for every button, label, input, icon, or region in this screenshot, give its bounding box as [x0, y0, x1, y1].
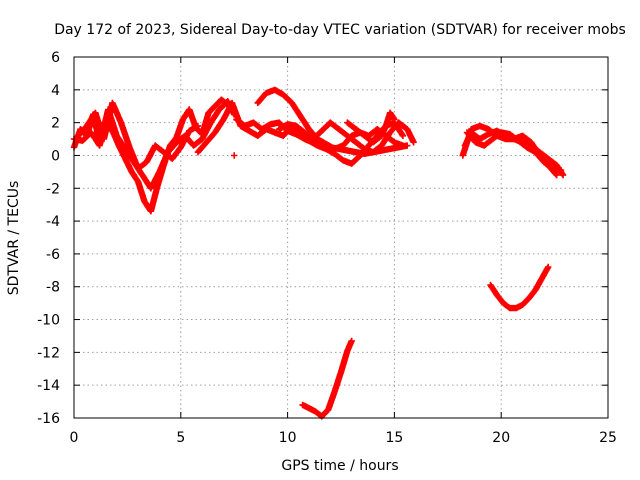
y-tick-label: -10 [37, 313, 60, 329]
x-tick-label: 5 [176, 430, 185, 446]
grid [74, 57, 608, 418]
x-tick-label: 20 [492, 430, 510, 446]
series-arc-g [275, 119, 417, 156]
series-arc-i [344, 109, 398, 146]
data-point-markers [275, 119, 417, 156]
y-axis-title: SDTVAR / TECUs [6, 181, 22, 296]
y-tick-label: -8 [46, 280, 60, 296]
data-point-markers [75, 99, 202, 172]
series-arc-l [463, 129, 565, 174]
plot-frame [73, 56, 609, 419]
y-tick-label: -4 [46, 214, 60, 230]
series-outlier [231, 152, 238, 159]
y-tick-label: -12 [37, 345, 60, 361]
x-tick-label: 10 [279, 430, 297, 446]
data-point-markers [344, 109, 398, 146]
axis-ticks: 0 5 10 15 20 25 -16 -14 -12 -10 -8 -6 -4 -2 0 2 4 6 [37, 50, 617, 446]
y-tick-label: 4 [51, 83, 60, 99]
data-points [70, 86, 567, 420]
series-arc-m [299, 337, 355, 420]
y-tick-label: 0 [51, 148, 60, 164]
series-arc-c [75, 99, 202, 172]
data-point-markers [299, 337, 355, 420]
chart-title: Day 172 of 2023, Sidereal Day-to-day VTE… [54, 22, 626, 38]
x-tick-label: 0 [70, 430, 79, 446]
data-point-markers [463, 129, 565, 174]
y-tick-label: -6 [46, 247, 60, 263]
y-tick-label: 6 [51, 50, 60, 66]
x-axis-title: GPS time / hours [281, 458, 398, 474]
x-tick-label: 25 [599, 430, 617, 446]
data-point-markers [487, 263, 552, 312]
y-tick-label: -14 [37, 378, 60, 394]
y-tick-label: -2 [46, 181, 60, 197]
y-tick-label: 2 [51, 116, 60, 132]
data-point-markers [231, 152, 238, 159]
series-arc-n [487, 263, 552, 312]
x-tick-label: 15 [385, 430, 403, 446]
y-tick-label: -16 [37, 411, 60, 427]
